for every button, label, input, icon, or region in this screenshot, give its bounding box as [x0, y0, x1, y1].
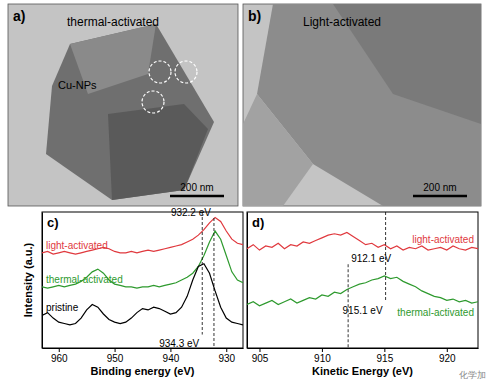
y-axis-title: Intensity (a.u.)	[22, 242, 34, 317]
particle	[46, 24, 214, 200]
x-tick-mark	[59, 348, 60, 352]
peak-marker	[202, 212, 203, 335]
x-tick-label: 920	[439, 353, 456, 364]
particle-marker	[142, 91, 164, 113]
spectrum-line	[247, 276, 478, 306]
panel-label: b)	[248, 8, 261, 24]
particle-marker	[175, 61, 197, 83]
panel-title: Light-activated	[303, 15, 381, 29]
plot-lines	[42, 217, 243, 324]
x-axis-line	[43, 348, 244, 349]
x-tick: 960	[51, 348, 68, 364]
scale-bar	[413, 195, 467, 198]
scale-bar-label: 200 nm	[180, 182, 213, 193]
x-tick: 950	[107, 348, 124, 364]
scale-bar-label: 200 nm	[423, 182, 456, 193]
series-label: thermal-activated	[397, 307, 474, 318]
x-tick-mark	[447, 348, 448, 352]
x-tick-mark	[322, 348, 323, 352]
x-tick-label: 950	[107, 353, 124, 364]
image-background	[8, 4, 238, 206]
particle-marker	[149, 61, 171, 83]
panel-label: c)	[47, 215, 59, 230]
particle	[243, 94, 313, 206]
image-panel: a) thermal-activated Cu-NPs 200 nm	[8, 4, 238, 206]
y-axis	[247, 213, 248, 349]
watermark: 化学加	[459, 370, 486, 380]
x-tick-label: 910	[314, 353, 331, 364]
image-background	[243, 4, 481, 206]
x-tick: 940	[163, 348, 180, 364]
x-axis-line	[248, 348, 479, 349]
image-panel: b) Light-activated 200 nm	[243, 4, 481, 206]
peak-label: 932.2 eV	[171, 207, 211, 218]
x-tick-label: 915	[377, 353, 394, 364]
peak-marker	[385, 212, 386, 302]
peak-marker	[213, 218, 214, 348]
x-tick-mark	[226, 348, 227, 352]
x-tick-label: 930	[218, 353, 235, 364]
spectrum-panel: 960 950 940 930 light-activated thermal-activ…	[22, 207, 244, 377]
x-tick-mark	[259, 348, 260, 352]
y-axis-line	[247, 213, 248, 349]
spectrum-line	[42, 264, 243, 325]
plot-frame	[247, 212, 478, 348]
y-axis	[42, 213, 43, 349]
peak-label: 915.1 eV	[343, 305, 383, 316]
plot-lines	[247, 232, 478, 305]
panel-label: d)	[252, 215, 264, 230]
x-tick: 920	[439, 348, 456, 364]
image-annotation: Cu-NPs	[58, 79, 97, 91]
figure: a) thermal-activated Cu-NPs 200 nm b) Light-a…	[0, 0, 489, 381]
plot-frame	[42, 212, 243, 348]
series-label: pristine	[46, 302, 79, 313]
series-label: light-activated	[46, 240, 108, 251]
spectrum-line	[42, 231, 243, 288]
scale-bar	[170, 195, 224, 198]
x-axis-title: Binding energy (eV)	[91, 365, 195, 377]
x-axis: 960 950 940 930	[43, 348, 244, 364]
spectrum-panel: 905 910 915 920 light-activated thermal-activ…	[247, 212, 479, 377]
series-label: thermal-activated	[46, 274, 123, 285]
x-tick: 930	[218, 348, 235, 364]
x-tick-mark	[170, 348, 171, 352]
panel-title: thermal-activated	[67, 15, 159, 29]
x-tick: 905	[252, 348, 269, 364]
x-axis: 905 910 915 920	[248, 348, 479, 364]
x-tick-label: 905	[252, 353, 269, 364]
x-tick: 910	[314, 348, 331, 364]
x-tick: 915	[377, 348, 394, 364]
x-axis-title: Kinetic Energy (eV)	[312, 365, 413, 377]
x-tick-mark	[115, 348, 116, 352]
panel-label: a)	[13, 8, 25, 24]
x-tick-label: 940	[163, 353, 180, 364]
x-tick-label: 960	[51, 353, 68, 364]
x-tick-mark	[384, 348, 385, 352]
peak-label: 934.3 eV	[159, 338, 199, 349]
y-axis-line	[42, 213, 43, 349]
series-label: light-activated	[412, 234, 474, 245]
spectrum-line	[247, 232, 478, 250]
